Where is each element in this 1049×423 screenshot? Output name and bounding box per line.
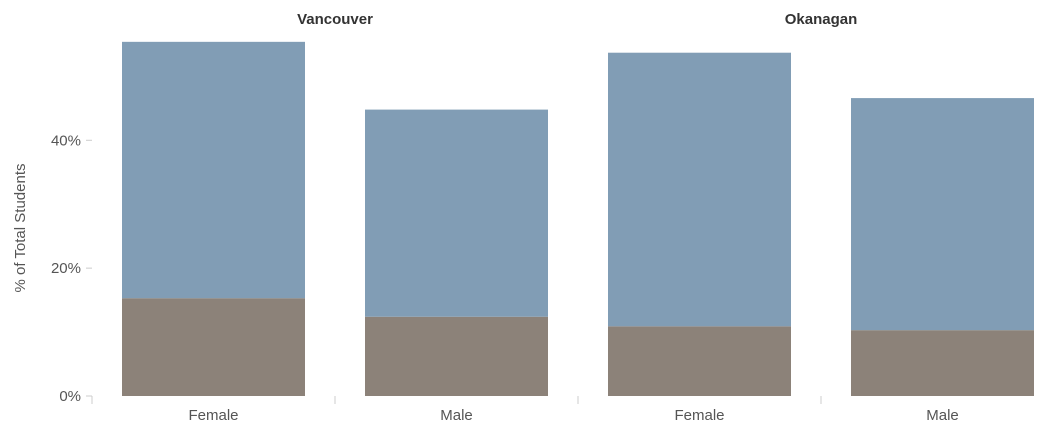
bar-segment (851, 98, 1034, 331)
y-tick-label: 40% (51, 132, 81, 149)
panel-title: Okanagan (785, 11, 858, 28)
bar-segment (122, 41, 305, 299)
x-tick-label: Male (926, 407, 959, 423)
bar-segment (851, 330, 1034, 396)
x-tick-label: Female (188, 407, 238, 423)
bar-segment (365, 109, 548, 317)
panel-title: Vancouver (297, 11, 373, 28)
bar-segment (365, 316, 548, 396)
bar-segment (608, 52, 791, 327)
y-axis-title: % of Total Students (12, 164, 29, 293)
y-axis: 0% 20% 40% (51, 132, 93, 405)
bar-segment (608, 326, 791, 396)
chart-panels: Vancouver Female Male Okanagan Female Male (122, 11, 1034, 423)
y-tick-label: 0% (59, 388, 81, 405)
y-tick-label: 20% (51, 260, 81, 277)
bar-segment (122, 298, 305, 396)
x-tick-label: Female (674, 407, 724, 423)
x-tick-label: Male (440, 407, 473, 423)
